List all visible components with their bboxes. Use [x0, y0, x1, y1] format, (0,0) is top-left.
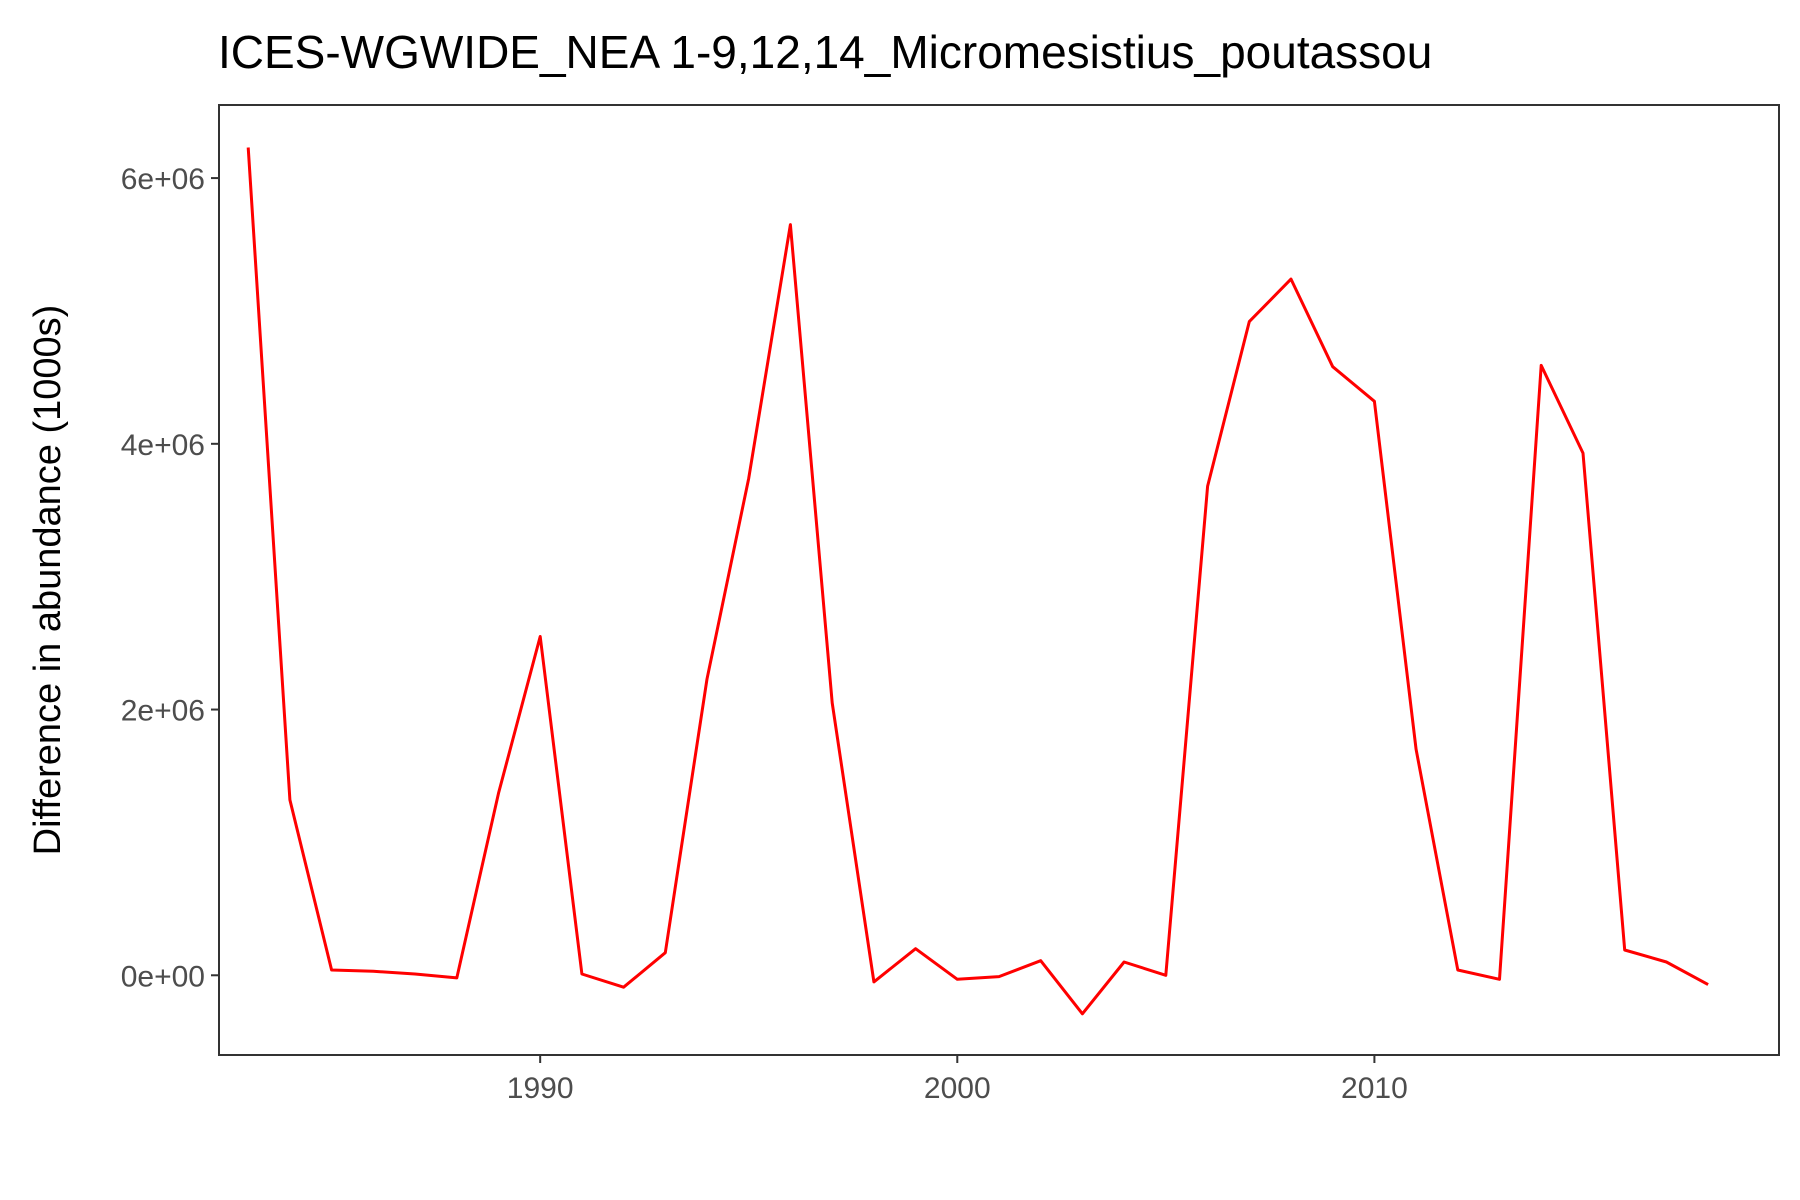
- x-tick-label: 1990: [507, 1072, 574, 1105]
- y-axis: 0e+00 2e+06 4e+06 6e+06: [121, 163, 219, 993]
- plot-panel: [218, 104, 1780, 1056]
- y-tick-label: 6e+06: [121, 163, 205, 196]
- series-line: [246, 147, 1709, 1016]
- chart-title: ICES-WGWIDE_NEA 1-9,12,14_Micromesistius…: [218, 26, 1432, 78]
- panel-border: [218, 104, 1780, 1056]
- x-tick-label: 2000: [924, 1072, 991, 1105]
- y-axis-title: Difference in abundance (1000s): [27, 305, 69, 856]
- y-tick-label: 2e+06: [121, 695, 205, 728]
- x-axis: 1990 2000 2010: [507, 1055, 1408, 1105]
- series-layer: [246, 147, 1709, 1016]
- x-tick-label: 2010: [1341, 1072, 1408, 1105]
- y-tick-label: 4e+06: [121, 429, 205, 462]
- y-tick-label: 0e+00: [121, 960, 205, 993]
